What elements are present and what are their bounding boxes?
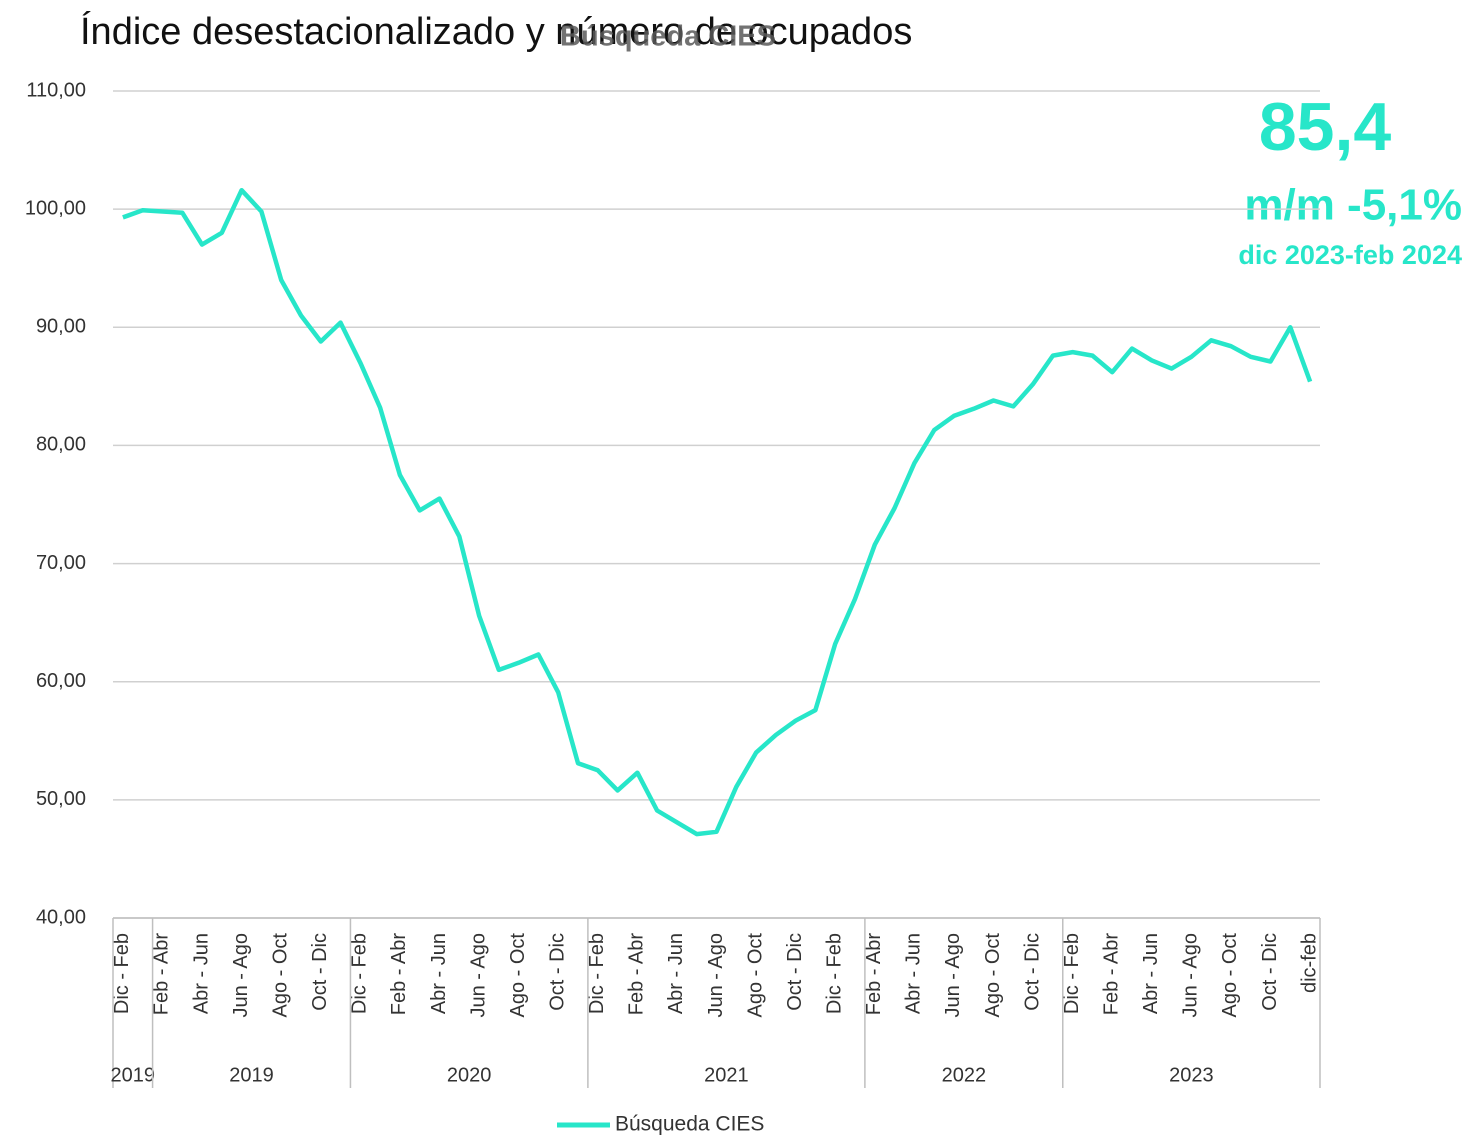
y-tick-label: 70,00 bbox=[36, 552, 86, 574]
x-tick-label: Dic - Feb bbox=[111, 933, 133, 1014]
x-tick-label: Jun - Ago bbox=[467, 933, 489, 1018]
group-label: 2023 bbox=[1169, 1064, 1214, 1086]
x-tick-label: Abr - Jun bbox=[428, 933, 450, 1014]
x-tick-label: Abr - Jun bbox=[903, 933, 925, 1014]
x-tick-label: Oct - Dic bbox=[784, 933, 806, 1011]
y-tick-label: 80,00 bbox=[36, 434, 86, 456]
x-tick-label: Ago - Oct bbox=[1219, 933, 1241, 1018]
x-tick-label: Feb - Abr bbox=[1101, 933, 1123, 1016]
group-label: 2019 bbox=[229, 1064, 274, 1086]
x-tick-label: Ago - Oct bbox=[507, 933, 529, 1018]
x-tick-label: Feb - Abr bbox=[388, 933, 410, 1016]
group-label: 2021 bbox=[704, 1064, 749, 1086]
x-tick-label: Jun - Ago bbox=[230, 933, 252, 1018]
x-tick-label: Jun - Ago bbox=[1180, 933, 1202, 1018]
x-tick-label: Abr - Jun bbox=[665, 933, 687, 1014]
y-tick-label: 110,00 bbox=[26, 79, 86, 101]
chart-title: Búsqueda CIES bbox=[560, 21, 776, 53]
annotation: 85,4 bbox=[1259, 89, 1392, 165]
x-tick-label: Dic - Feb bbox=[586, 933, 608, 1014]
x-tick-label: Oct - Dic bbox=[1259, 933, 1281, 1011]
x-tick-label: Oct - Dic bbox=[1021, 933, 1043, 1011]
x-tick-label: dic-feb bbox=[1298, 933, 1320, 993]
group-label: 2020 bbox=[447, 1064, 492, 1086]
y-tick-label: 40,00 bbox=[36, 906, 86, 928]
x-tick-label: Ago - Oct bbox=[744, 933, 766, 1018]
group-label: 2019 bbox=[111, 1064, 156, 1086]
x-tick-label: Jun - Ago bbox=[942, 933, 964, 1018]
line bbox=[122, 187, 1313, 837]
x-tick-label: Ago - Oct bbox=[269, 933, 291, 1018]
y-tick-label: 60,00 bbox=[36, 670, 86, 692]
x-tick-label: Oct - Dic bbox=[309, 933, 331, 1011]
x-tick-label: Dic - Feb bbox=[349, 933, 371, 1014]
x-tick-label: Dic - Feb bbox=[824, 933, 846, 1014]
x-tick-label: Feb - Abr bbox=[626, 933, 648, 1016]
y-tick-label: 50,00 bbox=[36, 788, 86, 810]
annotation: dic 2023-feb 2024 bbox=[1238, 240, 1462, 270]
x-tick-label: Ago - Oct bbox=[982, 933, 1004, 1018]
y-tick-label: 90,00 bbox=[36, 316, 86, 338]
x-tick-label: Abr - Jun bbox=[1140, 933, 1162, 1014]
x-tick-label: Abr - Jun bbox=[190, 933, 212, 1014]
heading: Índice desestacionalizado y número de oc… bbox=[80, 10, 912, 53]
annotation: m/m -5,1% bbox=[1244, 181, 1462, 230]
group-label: 2022 bbox=[942, 1064, 987, 1086]
x-tick-label: Feb - Abr bbox=[863, 933, 885, 1016]
x-tick-label: Dic - Feb bbox=[1061, 933, 1083, 1014]
y-tick-label: 100,00 bbox=[25, 197, 86, 219]
x-tick-label: Oct - Dic bbox=[546, 933, 568, 1011]
x-tick-label: Feb - Abr bbox=[151, 933, 173, 1016]
x-tick-label: Jun - Ago bbox=[705, 933, 727, 1018]
legend-label: Búsqueda CIES bbox=[615, 1113, 764, 1136]
